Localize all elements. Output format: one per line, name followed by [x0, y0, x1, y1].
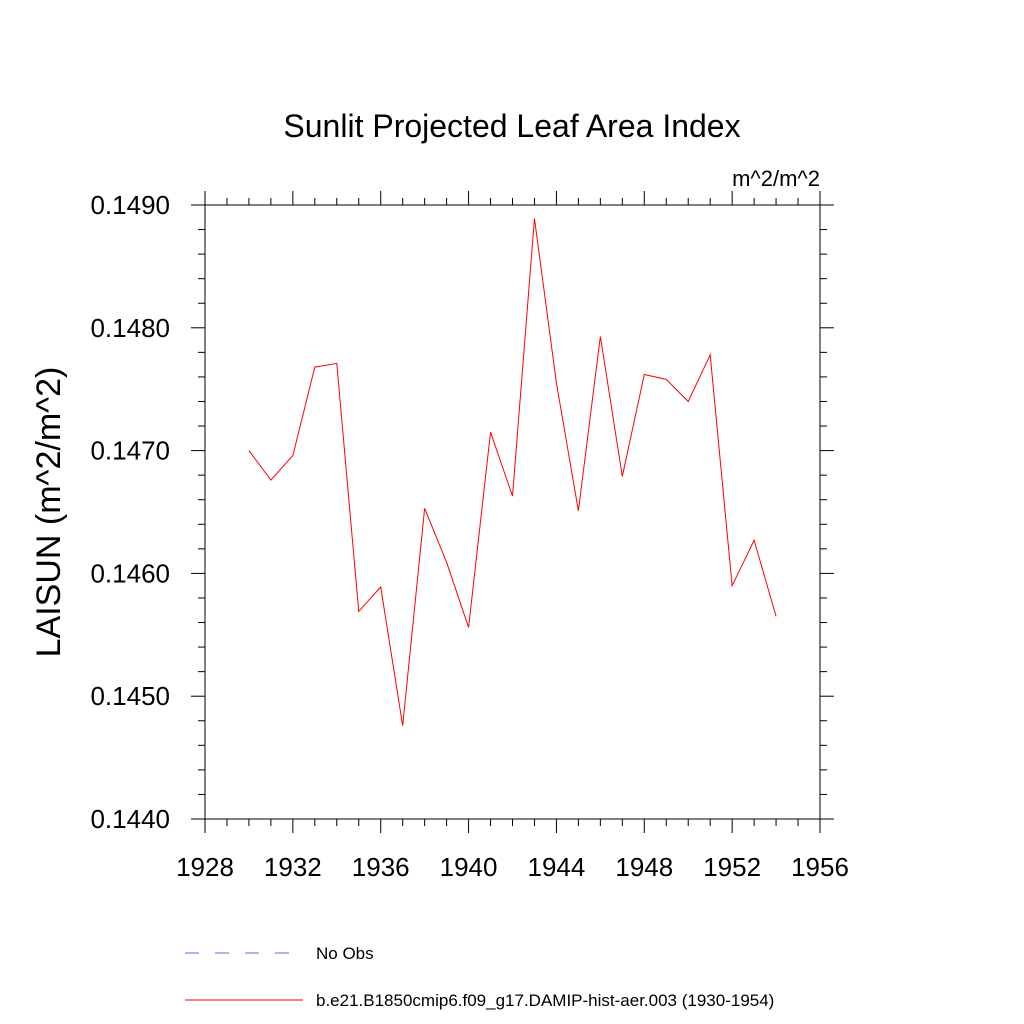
x-tick-labels: 1928 1932 1936 1940 1944 1948 1952 1956	[176, 852, 849, 882]
x-tick-label: 1956	[791, 852, 849, 882]
y-tick-labels: 0.1440 0.1450 0.1460 0.1470 0.1480 0.1490	[90, 190, 170, 834]
x-tick-label: 1936	[352, 852, 410, 882]
legend: No Obs b.e21.B1850cmip6.f09_g17.DAMIP-hi…	[185, 944, 774, 1010]
legend-label-no-obs: No Obs	[316, 944, 374, 963]
axis-ticks	[191, 191, 834, 833]
y-tick-label: 0.1470	[90, 436, 170, 466]
legend-label-model: b.e21.B1850cmip6.f09_g17.DAMIP-hist-aer.…	[316, 991, 774, 1010]
y-tick-label: 0.1480	[90, 313, 170, 343]
x-tick-label: 1932	[264, 852, 322, 882]
y-tick-label: 0.1440	[90, 804, 170, 834]
plot-frame	[204, 204, 821, 820]
series-line	[248, 218, 777, 726]
x-tick-label: 1944	[528, 852, 586, 882]
series-lines	[248, 218, 777, 726]
x-tick-label: 1940	[440, 852, 498, 882]
y-tick-label: 0.1460	[90, 558, 170, 588]
y-tick-label: 0.1450	[90, 681, 170, 711]
x-tick-label: 1952	[703, 852, 761, 882]
chart-title: Sunlit Projected Leaf Area Index	[283, 108, 740, 144]
units-label: m^2/m^2	[732, 166, 820, 191]
y-tick-label: 0.1490	[90, 190, 170, 220]
x-tick-label: 1928	[176, 852, 234, 882]
x-tick-label: 1948	[615, 852, 673, 882]
y-axis-label: LAISUN (m^2/m^2)	[30, 367, 68, 658]
